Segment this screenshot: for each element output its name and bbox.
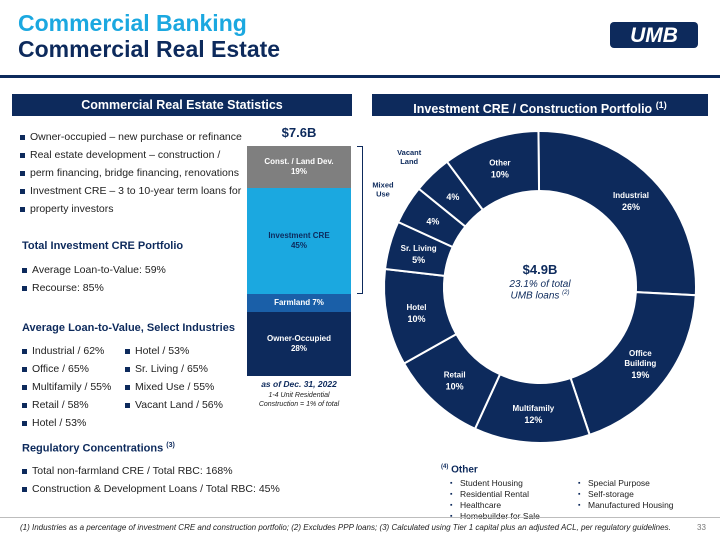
segment-pct: 28%	[290, 344, 307, 353]
stack-segment-owner-occupied: Owner-Occupied 28%	[247, 312, 351, 376]
list-item: Average Loan-to-Value: 59%	[22, 261, 242, 279]
list-item: Real estate development – construction /	[20, 146, 245, 164]
list-item: Recourse: 85%	[22, 279, 242, 297]
list-item: Hotel / 53%	[22, 414, 122, 432]
slice-label-multifamily: Multifamily	[512, 404, 554, 413]
title-line-2: Commercial Real Estate	[18, 36, 281, 62]
list-item: Mixed Use / 55%	[125, 378, 240, 396]
other-list-col1: Student Housing Residential Rental Healt…	[450, 478, 570, 522]
regulatory-list: Total non-farmland CRE / Total RBC: 168%…	[22, 462, 342, 498]
stack-segment-const-land: Const. / Land Dev. 19%	[247, 146, 351, 188]
list-item-continuation: property investors	[20, 200, 245, 218]
center-line-2: UMB loans	[510, 290, 560, 302]
list-item: Healthcare	[450, 500, 570, 511]
stack-segment-investment-cre: Investment CRE 45%	[247, 188, 351, 294]
stack-total: $7.6B	[281, 125, 317, 140]
other-heading: (4) Other	[441, 464, 478, 476]
slice-value-vacant-land: 4%	[446, 192, 459, 202]
slice-value-industrial: 26%	[622, 202, 640, 212]
donut-center: $4.9B 23.1% of total UMB loans (2)	[470, 262, 610, 301]
portfolio-stats: Average Loan-to-Value: 59% Recourse: 85%	[22, 261, 242, 297]
slice-label-office-building: Office	[629, 349, 652, 358]
slice-label-other: Other	[489, 159, 510, 168]
slice-industrial	[537, 130, 697, 297]
list-item: Student Housing	[450, 478, 570, 489]
title-line-1: Commercial Banking	[18, 10, 247, 36]
center-ref: (2)	[562, 290, 570, 296]
investment-bracket	[357, 146, 363, 294]
segment-pct: 19%	[290, 167, 307, 176]
portfolio-heading: Total Investment CRE Portfolio	[22, 240, 184, 252]
portfolio-title: Investment CRE / Construction Portfolio	[413, 102, 653, 117]
list-item-continuation: perm financing, bridge financing, renova…	[20, 164, 245, 182]
other-ref: (4)	[441, 464, 449, 470]
list-item: Investment CRE – 3 to 10-year term loans…	[20, 182, 245, 200]
slice-value-retail: 10%	[446, 382, 464, 392]
logo-text: UMB	[630, 24, 678, 47]
ltv-list-col2: Hotel / 53% Sr. Living / 65% Mixed Use /…	[125, 342, 240, 414]
footer-divider	[0, 517, 720, 518]
slice-value-hotel: 10%	[407, 314, 425, 324]
center-line-1: 23.1% of total	[509, 279, 571, 290]
list-item: Special Purpose	[578, 478, 708, 489]
slice-label-mixed-use: Mixed	[372, 180, 394, 189]
title-divider	[0, 75, 720, 78]
slice-label-office-building: Building	[624, 359, 656, 368]
regulatory-ref: (3)	[166, 442, 175, 449]
umb-logo: UMB	[610, 22, 698, 48]
slice-other	[445, 129, 541, 212]
segment-pct: 45%	[290, 241, 307, 250]
segment-label: Const. / Land Dev.	[264, 157, 334, 166]
ltv-list-col1: Industrial / 62% Office / 65% Multifamil…	[22, 342, 122, 432]
list-item: Construction & Development Loans / Total…	[22, 480, 342, 498]
stack-date: as of Dec. 31, 2022	[261, 379, 337, 389]
slice-label-mixed-use: Use	[376, 189, 390, 198]
slice-label-hotel: Hotel	[406, 303, 426, 312]
list-item: Manufactured Housing	[578, 500, 708, 511]
slice-label-retail: Retail	[444, 371, 466, 380]
ltv-heading: Average Loan-to-Value, Select Industries	[22, 322, 235, 334]
slice-label-industrial: Industrial	[613, 191, 649, 200]
slice-value-office-building: 19%	[631, 370, 649, 380]
slice-label-vacant-land: Land	[400, 157, 418, 166]
segment-label: Investment CRE	[268, 231, 330, 240]
list-item: Vacant Land / 56%	[125, 396, 240, 414]
portfolio-title-ref: (1)	[655, 100, 667, 110]
portfolio-header: Investment CRE / Construction Portfolio …	[372, 94, 708, 116]
list-item: Self-storage	[578, 489, 708, 500]
slice-label-sr-living: Sr. Living	[401, 244, 437, 253]
other-list-col2: Special Purpose Self-storage Manufacture…	[578, 478, 708, 511]
center-value: $4.9B	[522, 262, 558, 277]
list-item: Industrial / 62%	[22, 342, 122, 360]
slice-value-mixed-use: 4%	[426, 217, 439, 227]
regulatory-heading: Regulatory Concentrations (3)	[22, 442, 175, 455]
slice-label-vacant-land: Vacant	[397, 148, 422, 157]
slice-value-multifamily: 12%	[524, 415, 542, 425]
segment-label: Owner-Occupied	[266, 334, 331, 343]
list-item: Multifamily / 55%	[22, 378, 122, 396]
list-item: Sr. Living / 65%	[125, 360, 240, 378]
page-title: Commercial Banking Commercial Real Estat…	[18, 10, 280, 62]
segment-label: Farmland 7%	[274, 298, 324, 307]
slice-value-other: 10%	[491, 170, 509, 180]
page-number: 33	[697, 523, 706, 532]
slice-value-sr-living: 5%	[412, 255, 425, 265]
stack-note: 1-4 Unit Residential Construction = 1% o…	[258, 392, 340, 408]
footnote: (1) Industries as a percentage of invest…	[20, 523, 671, 532]
list-item: Retail / 58%	[22, 396, 122, 414]
list-item: Office / 65%	[22, 360, 122, 378]
list-item: Hotel / 53%	[125, 342, 240, 360]
list-item: Residential Rental	[450, 489, 570, 500]
list-item: Homebuilder for Sale	[450, 511, 570, 522]
list-item: Total non-farmland CRE / Total RBC: 168%	[22, 462, 342, 480]
cre-statistics-header: Commercial Real Estate Statistics	[12, 94, 352, 116]
intro-bullets: Owner-occupied – new purchase or refinan…	[20, 128, 245, 218]
list-item: Owner-occupied – new purchase or refinan…	[20, 128, 245, 146]
stack-segment-farmland: Farmland 7%	[247, 294, 351, 312]
